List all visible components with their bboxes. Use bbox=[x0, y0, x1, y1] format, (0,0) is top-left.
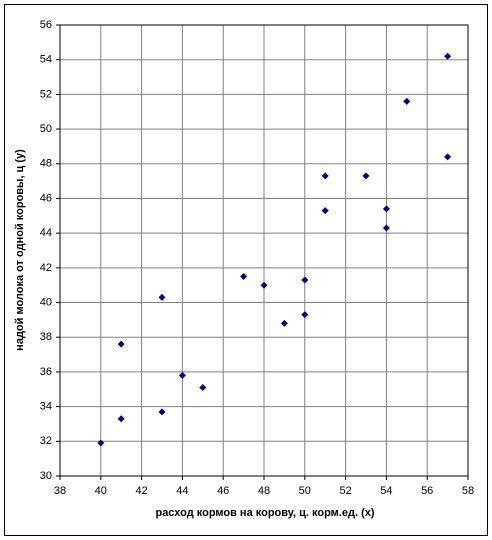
x-tick-label: 44 bbox=[176, 485, 188, 497]
point bbox=[444, 153, 452, 161]
point bbox=[97, 439, 105, 447]
point bbox=[301, 311, 309, 319]
y-tick-label: 52 bbox=[40, 88, 52, 100]
x-tick-label: 38 bbox=[54, 485, 66, 497]
point bbox=[321, 172, 329, 180]
point bbox=[178, 371, 186, 379]
x-tick-label: 46 bbox=[217, 485, 229, 497]
point bbox=[321, 207, 329, 215]
y-tick-label: 44 bbox=[40, 227, 52, 239]
y-tick-label: 48 bbox=[40, 158, 52, 170]
x-axis-label: расход кормов на корову, ц. корм.ед. (x) bbox=[155, 507, 374, 519]
point bbox=[444, 52, 452, 60]
point bbox=[301, 276, 309, 284]
x-tick-label: 40 bbox=[95, 485, 107, 497]
y-tick-label: 36 bbox=[40, 366, 52, 378]
y-tick-label: 50 bbox=[40, 123, 52, 135]
point bbox=[158, 293, 166, 301]
point bbox=[382, 224, 390, 232]
y-tick-label: 40 bbox=[40, 296, 52, 308]
x-tick-label: 54 bbox=[380, 485, 392, 497]
point bbox=[260, 281, 268, 289]
point bbox=[199, 384, 207, 392]
y-tick-label: 34 bbox=[40, 401, 52, 413]
y-tick-label: 32 bbox=[40, 435, 52, 447]
y-tick-label: 56 bbox=[40, 19, 52, 31]
point bbox=[240, 273, 248, 281]
y-axis-label: надой молока от одной коровы, ц (y) bbox=[14, 149, 26, 351]
y-tick-label: 38 bbox=[40, 331, 52, 343]
x-tick-label: 42 bbox=[135, 485, 147, 497]
y-tick-label: 30 bbox=[40, 470, 52, 482]
point bbox=[117, 415, 125, 423]
point bbox=[382, 205, 390, 213]
x-tick-label: 56 bbox=[421, 485, 433, 497]
plot-border bbox=[59, 24, 469, 477]
y-tick-label: 42 bbox=[40, 262, 52, 274]
x-tick-label: 52 bbox=[339, 485, 351, 497]
point bbox=[362, 172, 370, 180]
chart-frame bbox=[4, 4, 488, 536]
point bbox=[280, 319, 288, 327]
y-tick-label: 54 bbox=[40, 54, 52, 66]
point bbox=[158, 408, 166, 416]
x-tick-label: 48 bbox=[258, 485, 270, 497]
y-tick-label: 46 bbox=[40, 192, 52, 204]
x-tick-label: 58 bbox=[462, 485, 474, 497]
x-tick-label: 50 bbox=[299, 485, 311, 497]
point bbox=[117, 340, 125, 348]
point bbox=[403, 97, 411, 105]
